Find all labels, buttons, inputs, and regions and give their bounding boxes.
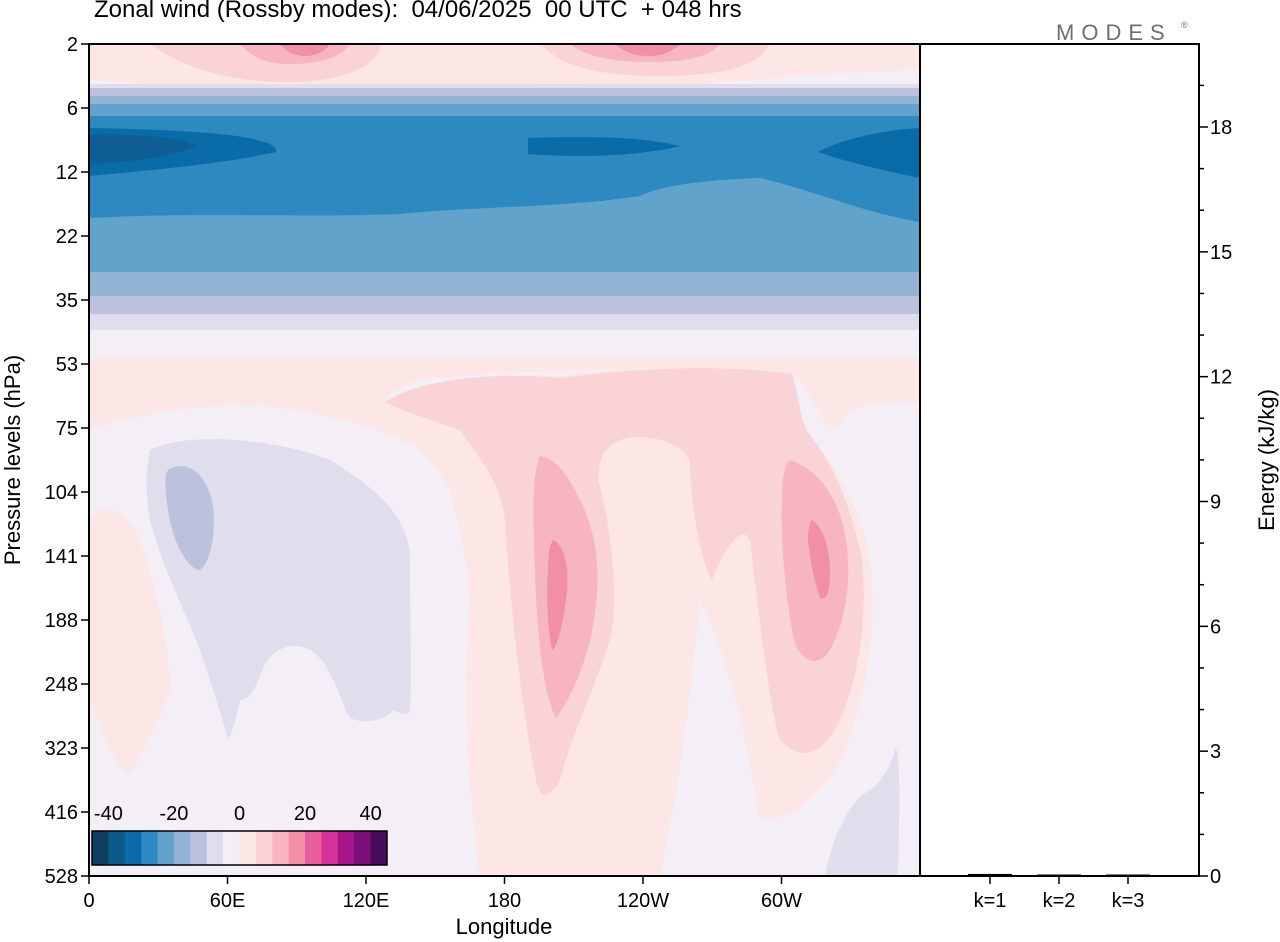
y-tick-label: 6	[67, 98, 78, 120]
x-tick-label: 120W	[617, 890, 669, 912]
contour-band	[89, 358, 920, 546]
brand-logo: MODES	[1056, 20, 1172, 45]
bar-category-label: k=3	[1112, 890, 1145, 912]
x-axis: 0 60E 120E 180 120W 60W	[83, 876, 802, 912]
y-tick-label: 528	[45, 866, 78, 888]
colorbar-swatch	[141, 831, 159, 865]
x-tick-label: 120E	[343, 890, 390, 912]
y-tick-label: 188	[45, 610, 78, 632]
contour-band	[547, 540, 568, 650]
y-tick-label: 416	[45, 802, 78, 824]
contour-map	[89, 44, 920, 876]
contour-band	[840, 401, 920, 560]
energy-tick-label: 0	[1210, 866, 1221, 888]
x-tick-label: 180	[488, 890, 521, 912]
contour-band	[89, 509, 170, 775]
colorbar-swatch	[370, 831, 388, 865]
colorbar-swatch	[157, 831, 175, 865]
contour-band	[826, 748, 900, 876]
energy-bar-k=2	[1037, 874, 1081, 876]
colorbar-swatch	[305, 831, 322, 865]
y-axis: 2 6 12 22 35 53 75 104 141 188 248 323 416 528	[45, 34, 89, 888]
energy-tick-label: 3	[1210, 741, 1221, 763]
y-tick-label: 35	[56, 290, 78, 312]
colorbar-tick-label: 0	[234, 803, 245, 825]
contour-band	[280, 44, 330, 56]
colorbar-swatch	[354, 831, 372, 865]
y-tick-label: 248	[45, 674, 78, 696]
colorbar: -40 -20 0 20 40	[91, 803, 388, 866]
bar-category-label: k=1	[974, 890, 1007, 912]
colorbar-tick-label: -20	[159, 803, 188, 825]
colorbar-swatch	[108, 831, 126, 865]
x-tick-label: 60W	[761, 890, 802, 912]
contour-band	[89, 134, 196, 164]
contour-band	[818, 128, 920, 178]
colorbar-swatch	[272, 831, 290, 865]
y-tick-label: 12	[56, 162, 78, 184]
contour-band	[808, 520, 830, 599]
y-tick-label: 22	[56, 226, 78, 248]
y-axis-label: Pressure levels (hPa)	[0, 355, 25, 565]
colorbar-swatch	[206, 831, 224, 865]
energy-tick-label: 18	[1210, 117, 1232, 139]
y-tick-label: 104	[45, 482, 78, 504]
x-tick-label: 60E	[210, 890, 246, 912]
x-axis-label: Longitude	[456, 914, 553, 939]
energy-axis-label: Energy (kJ/kg)	[1254, 389, 1279, 531]
colorbar-swatch	[239, 831, 257, 865]
energy-bar-k=3	[1106, 874, 1150, 876]
energy-tick-label: 15	[1210, 242, 1232, 264]
y-tick-label: 141	[45, 546, 78, 568]
energy-tick-label: 12	[1210, 367, 1232, 389]
colorbar-swatch	[173, 831, 191, 865]
contour-band	[89, 116, 920, 222]
y-tick-label: 75	[56, 418, 78, 440]
contour-band	[385, 368, 864, 795]
colorbar-swatch	[255, 831, 273, 865]
energy-tick-label: 6	[1210, 616, 1221, 638]
page-title: Zonal wind (Rossby modes): 04/06/2025 00…	[94, 0, 742, 23]
colorbar-tick-label: 40	[359, 803, 381, 825]
colorbar-swatch	[124, 831, 142, 865]
x-tick-label: 0	[83, 890, 94, 912]
colorbar-tick-label: 20	[294, 803, 316, 825]
bar-category-label: k=2	[1043, 890, 1076, 912]
energy-axis: 0 3 6 9 12 15 18	[1199, 84, 1232, 888]
colorbar-swatch	[337, 831, 355, 865]
contour-band	[528, 136, 680, 156]
colorbar-swatch	[321, 831, 339, 865]
colorbar-tick-label: -40	[94, 803, 123, 825]
colorbar-frame	[91, 830, 388, 866]
brand-registered-mark: ®	[1181, 20, 1188, 30]
colorbar-swatch	[288, 831, 306, 865]
energy-panel-frame	[919, 43, 1200, 877]
contour-band	[615, 44, 680, 56]
y-tick-label: 2	[67, 34, 78, 56]
energy-bars: k=1 k=2 k=3	[968, 873, 1150, 912]
y-tick-label: 323	[45, 738, 78, 760]
colorbar-swatch	[190, 831, 208, 865]
energy-bar-k=1	[968, 873, 1012, 876]
energy-tick-label: 9	[1210, 492, 1221, 514]
contour-band	[165, 465, 214, 570]
colorbar-swatch	[92, 831, 109, 865]
y-tick-label: 53	[56, 354, 78, 376]
colorbar-swatch	[223, 831, 240, 865]
